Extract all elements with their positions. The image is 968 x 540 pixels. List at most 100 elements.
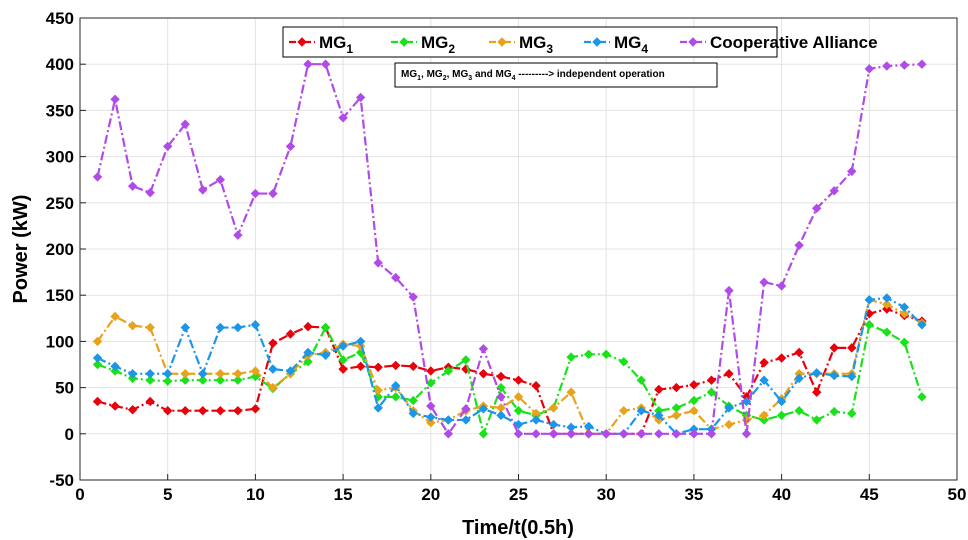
data-point xyxy=(110,401,120,411)
data-point xyxy=(180,119,190,129)
data-point xyxy=(373,362,383,372)
series-mg4 xyxy=(92,293,927,439)
data-point xyxy=(759,375,769,385)
data-point xyxy=(338,355,348,365)
series-line xyxy=(96,63,922,435)
data-point xyxy=(706,387,717,397)
data-point xyxy=(654,410,664,421)
data-point xyxy=(496,410,506,421)
data-point xyxy=(145,322,155,333)
data-point xyxy=(899,60,910,70)
data-point xyxy=(882,61,892,71)
data-point xyxy=(443,366,454,376)
x-tick-label: 20 xyxy=(421,485,440,504)
data-point xyxy=(426,366,436,376)
data-point xyxy=(461,415,471,425)
data-point xyxy=(233,322,243,333)
data-point xyxy=(671,410,682,421)
data-point xyxy=(110,311,120,322)
data-point xyxy=(847,166,857,177)
data-point xyxy=(706,375,717,385)
data-point xyxy=(426,418,436,428)
data-point xyxy=(531,415,541,425)
data-point xyxy=(829,343,839,353)
data-point xyxy=(92,353,103,363)
data-point xyxy=(776,396,787,407)
data-point xyxy=(548,403,559,413)
x-tick-label: 50 xyxy=(948,485,967,504)
legend-label: Cooperative Alliance xyxy=(710,33,878,52)
y-tick-label: 150 xyxy=(46,286,74,305)
data-point xyxy=(180,405,190,416)
data-point xyxy=(794,373,804,384)
data-point xyxy=(671,382,682,393)
data-point xyxy=(513,392,524,402)
data-point xyxy=(917,59,927,69)
data-point xyxy=(478,429,489,439)
series-layer xyxy=(92,59,927,439)
legend: MG1 MG2 MG3 MG4 Cooperative Alliance xyxy=(282,26,878,58)
data-point xyxy=(759,277,769,287)
legend-swatch-marker xyxy=(297,37,307,47)
data-point xyxy=(899,337,910,348)
data-point xyxy=(864,295,875,305)
data-point xyxy=(689,395,699,406)
data-point xyxy=(847,343,857,353)
data-point xyxy=(513,419,524,430)
data-point xyxy=(145,369,155,379)
x-tick-label: 15 xyxy=(334,485,353,504)
legend-entry: MG2 xyxy=(391,33,455,56)
data-point xyxy=(619,429,629,439)
data-point xyxy=(478,344,489,354)
legend-label: MG1 xyxy=(319,33,353,56)
data-point xyxy=(496,392,506,402)
legend-label: MG3 xyxy=(519,33,553,56)
data-point xyxy=(443,415,454,425)
data-point xyxy=(198,375,208,385)
data-point xyxy=(198,369,208,379)
data-point xyxy=(250,320,261,330)
data-point xyxy=(847,408,857,419)
data-point xyxy=(268,338,278,348)
data-point xyxy=(513,375,524,385)
data-point xyxy=(566,352,576,362)
data-point xyxy=(636,429,646,439)
data-point xyxy=(268,364,278,374)
y-tick-label: 100 xyxy=(46,332,74,351)
data-point xyxy=(426,412,436,422)
data-point xyxy=(847,371,857,382)
y-tick-label: 0 xyxy=(65,425,74,444)
legend-swatch-marker xyxy=(592,37,602,47)
data-point xyxy=(864,320,875,330)
data-point xyxy=(391,381,401,391)
legend-label: MG2 xyxy=(421,33,455,56)
legend-swatch-marker xyxy=(497,37,507,47)
data-point xyxy=(198,185,208,195)
data-point xyxy=(408,292,418,302)
data-point xyxy=(426,378,436,388)
data-point xyxy=(496,382,506,393)
legend-label: MG4 xyxy=(614,33,648,56)
data-point xyxy=(689,380,699,390)
data-point xyxy=(583,429,594,439)
data-point xyxy=(233,375,243,385)
data-point xyxy=(145,375,155,385)
data-point xyxy=(373,385,383,396)
data-point xyxy=(285,141,296,152)
legend-swatch-marker xyxy=(399,37,409,47)
data-point xyxy=(443,429,454,439)
data-point xyxy=(180,369,190,379)
data-point xyxy=(233,405,243,416)
data-point xyxy=(461,404,471,414)
data-point xyxy=(373,403,383,413)
data-point xyxy=(110,361,120,372)
data-point xyxy=(408,408,418,419)
data-point xyxy=(811,368,822,378)
data-point xyxy=(776,410,787,421)
data-point xyxy=(355,361,366,372)
data-point xyxy=(233,369,243,379)
data-point xyxy=(899,308,910,319)
data-point xyxy=(127,405,138,415)
y-axis-label: Power (kW) xyxy=(10,195,32,304)
data-point xyxy=(250,188,261,199)
